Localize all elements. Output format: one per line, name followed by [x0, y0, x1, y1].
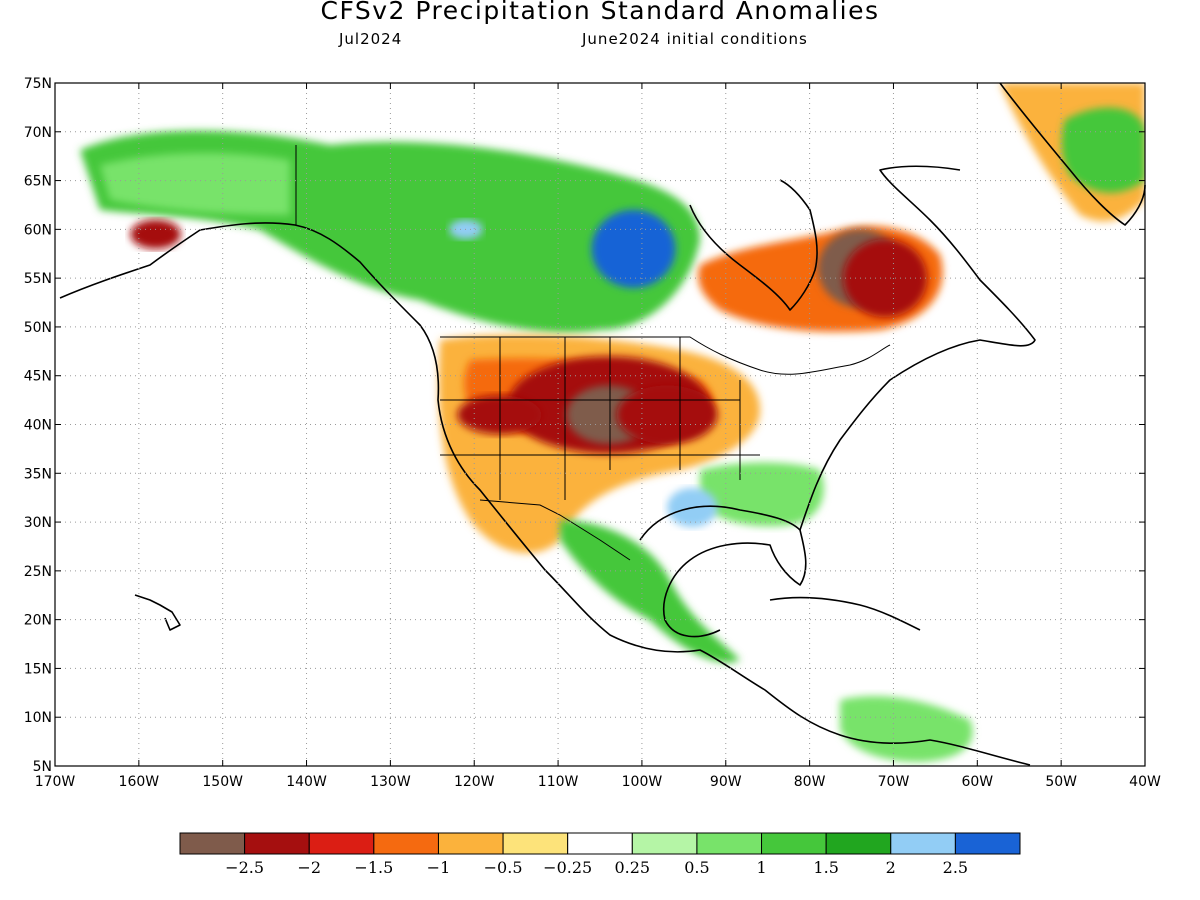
colorbar-swatch-6	[567, 832, 633, 855]
coast-caribbean	[769, 596, 921, 631]
colorbar-label-6: 0.25	[614, 858, 650, 877]
coast-gulf-mexico	[639, 505, 807, 638]
political-borders	[295, 145, 891, 561]
colorbar-label-10: 2	[886, 858, 896, 877]
lat-label-60N: 60N	[24, 222, 52, 238]
initial-conditions-label: June2024 initial conditions	[582, 30, 808, 48]
colorbar-swatch-12	[954, 832, 1021, 855]
colorbar	[179, 832, 1021, 855]
lat-label-50N: 50N	[24, 320, 52, 336]
coast-hudson-bay	[689, 179, 818, 311]
anomaly-core-9	[130, 219, 181, 249]
anomaly-southeast-wet	[700, 462, 824, 527]
lat-label-65N: 65N	[24, 174, 52, 190]
colorbar-label-11: 2.5	[943, 858, 968, 877]
lon-label-160W: 160W	[119, 774, 160, 790]
colorbar-swatch-1	[244, 832, 310, 855]
anomaly-greenland-wet	[1061, 107, 1145, 193]
lon-label-50W: 50W	[1045, 774, 1077, 790]
axis-ticks	[54, 82, 1146, 767]
anomaly-venezuela	[840, 696, 973, 762]
colorbar-swatch-8	[696, 832, 763, 855]
border-us-mexico	[479, 499, 631, 561]
lon-label-60W: 60W	[961, 774, 993, 790]
colorbar-label-1: −2	[297, 858, 321, 877]
colorbar-label-3: −1	[427, 858, 451, 877]
lat-label-10N: 10N	[24, 710, 52, 726]
lon-label-90W: 90W	[710, 774, 742, 790]
lon-label-70W: 70W	[878, 774, 910, 790]
colorbar-swatch-3	[373, 832, 439, 855]
coast-north-america	[59, 222, 1031, 766]
lon-label-120W: 120W	[454, 774, 495, 790]
lon-label-170W: 170W	[35, 774, 76, 790]
anomaly-field	[80, 83, 1145, 762]
colorbar-label-0: −2.5	[225, 858, 264, 877]
anomaly-alaska-light	[100, 153, 290, 215]
colorbar-label-8: 1	[756, 858, 766, 877]
lat-label-45N: 45N	[24, 369, 52, 385]
lon-label-40W: 40W	[1129, 774, 1161, 790]
border-us-canada	[440, 336, 891, 375]
colorbar-swatch-4	[437, 832, 504, 855]
coastlines	[59, 82, 1146, 766]
colorbar-swatch-9	[761, 832, 827, 855]
lon-label-130W: 130W	[370, 774, 411, 790]
lat-label-75N: 75N	[24, 76, 52, 92]
colorbar-label-2: −1.5	[354, 858, 393, 877]
lon-label-150W: 150W	[202, 774, 243, 790]
coast-greenland	[999, 82, 1146, 226]
lon-axis-labels: 170W 160W 150W 140W 130W 120W 110W 100W 90W 80W 70…	[35, 774, 1161, 790]
colorbar-label-4: −0.5	[484, 858, 523, 877]
lon-label-110W: 110W	[538, 774, 579, 790]
anomaly-core-3	[457, 395, 542, 435]
anomaly-core-7	[591, 209, 676, 288]
colorbar-labels: −2.5 −2 −1.5 −1 −0.5 −0.25 0.25 0.5 1 1.5 2 2.5	[225, 858, 968, 877]
chart-title: CFSv2 Precipitation Standard Anomalies	[320, 0, 880, 25]
coast-hawaii	[134, 594, 181, 631]
lat-label-25N: 25N	[24, 564, 52, 580]
colorbar-swatch-5	[502, 832, 569, 855]
lat-label-30N: 30N	[24, 515, 52, 531]
anomaly-core-2	[616, 385, 718, 445]
lon-label-100W: 100W	[622, 774, 663, 790]
colorbar-label-7: 0.5	[684, 858, 709, 877]
border-state-lines	[440, 337, 760, 500]
lat-label-40N: 40N	[24, 418, 52, 434]
lon-label-140W: 140W	[286, 774, 327, 790]
colorbar-swatch-7	[631, 832, 698, 855]
lat-label-55N: 55N	[24, 271, 52, 287]
lat-label-70N: 70N	[24, 125, 52, 141]
lat-label-5N: 5N	[33, 759, 52, 775]
anomaly-mexico-wet	[560, 520, 740, 663]
lat-label-35N: 35N	[24, 466, 52, 482]
valid-month-label: Jul2024	[339, 30, 403, 48]
coast-east-us	[799, 165, 1036, 531]
colorbar-swatch-2	[308, 832, 375, 855]
colorbar-label-9: 1.5	[813, 858, 838, 877]
lat-axis-labels: 5N 10N 15N 20N 25N 30N 35N 40N 45N 50N 55N 60N 65N 70…	[24, 76, 52, 775]
colorbar-swatch-0	[179, 832, 246, 855]
colorbar-label-5: −0.25	[543, 858, 592, 877]
lon-label-80W: 80W	[794, 774, 826, 790]
lat-label-20N: 20N	[24, 613, 52, 629]
gridlines	[55, 83, 1145, 766]
colorbar-swatch-10	[825, 832, 892, 855]
colorbar-swatch-11	[890, 832, 956, 855]
lat-label-15N: 15N	[24, 661, 52, 677]
